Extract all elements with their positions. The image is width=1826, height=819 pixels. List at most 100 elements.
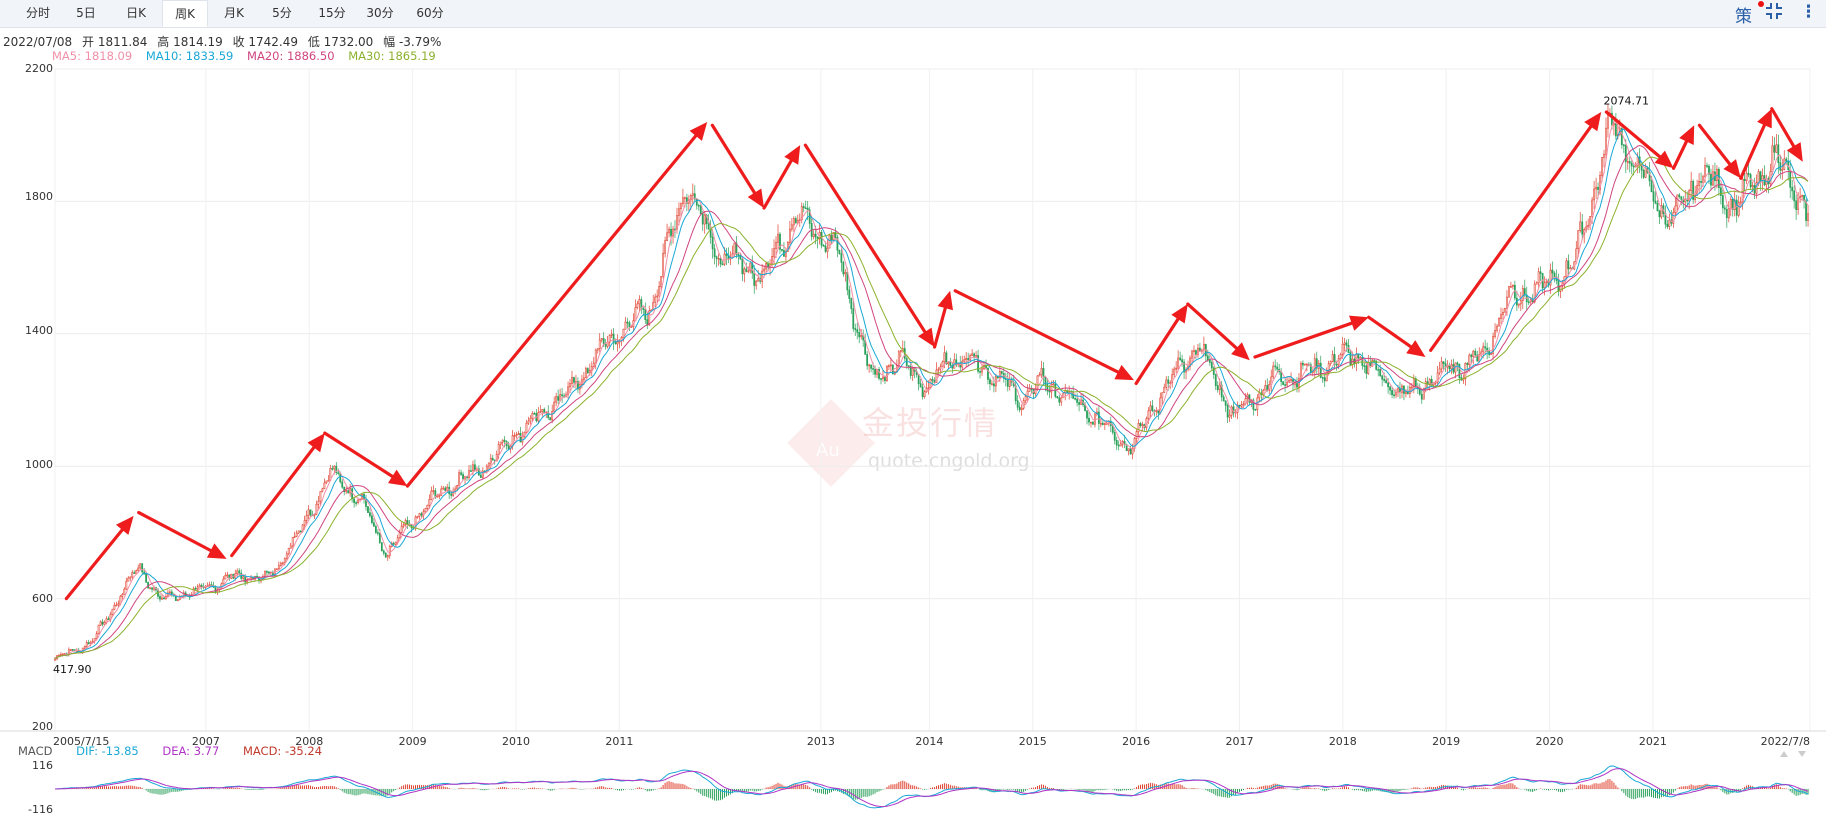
candle-body [963, 359, 966, 362]
candle-body [725, 253, 728, 256]
candle-body [121, 594, 124, 597]
candle-body [1708, 165, 1710, 175]
trend-arrow-head [1349, 315, 1369, 331]
candle-body [1155, 410, 1158, 412]
candle-body [678, 208, 680, 216]
period-toolbar: 分时 5日 日K 周K 月K 5分 15分 30分 60分 策 ⋮ [0, 0, 1826, 28]
tab-monthly-k[interactable]: 月K [224, 6, 244, 20]
candle-body [1302, 362, 1304, 366]
candle-body [822, 244, 825, 247]
trend-arrow [1186, 302, 1239, 350]
tab-intraday[interactable]: 分时 [25, 6, 50, 20]
tab-15min[interactable]: 15分 [318, 6, 346, 20]
fullscreen-icon[interactable] [1765, 2, 1783, 25]
candle-body [125, 580, 128, 590]
tab-5day[interactable]: 5日 [76, 6, 96, 20]
candle-body [400, 525, 403, 533]
candle-body [991, 383, 993, 386]
candle-body [838, 249, 841, 254]
candle-body [561, 394, 563, 397]
candle-body [919, 383, 922, 388]
tab-daily-k[interactable]: 日K [126, 6, 146, 20]
candle-body [1321, 377, 1324, 379]
candle-body [684, 197, 686, 199]
candle-body [1058, 397, 1061, 403]
candle-body [1565, 260, 1568, 278]
candle-body [598, 339, 601, 349]
candle-body [1508, 286, 1510, 298]
x-tick-label: 2021 [1639, 735, 1667, 748]
candle-body [1379, 369, 1382, 377]
candle-body [1139, 423, 1142, 426]
candle-body [747, 270, 750, 273]
x-tick-label: 2015 [1019, 735, 1047, 748]
candle-body [1692, 181, 1695, 200]
candle-body [1510, 286, 1512, 288]
tab-30min[interactable]: 30分 [366, 6, 394, 20]
candle-body [1799, 196, 1802, 199]
candle-body [1630, 162, 1633, 167]
candle-body [1569, 267, 1572, 270]
trend-arrow-head [1406, 340, 1426, 357]
candle-body [693, 193, 696, 200]
candle-body [69, 649, 72, 651]
candle-body [491, 457, 494, 461]
tab-weekly-k[interactable]: 周K [162, 0, 208, 27]
candle-body [846, 271, 849, 291]
candle-body [440, 488, 443, 496]
strategy-icon[interactable]: 策 [1735, 7, 1752, 27]
trend-arrow [762, 159, 793, 210]
candle-body [685, 197, 688, 204]
candle-body [1319, 362, 1322, 378]
candle-body [392, 542, 395, 545]
candle-body [842, 262, 845, 275]
candle-body [1349, 352, 1352, 366]
candle-body [168, 591, 171, 594]
candle-body [872, 368, 874, 370]
candle-body [1242, 403, 1245, 406]
high-price-label: 2074.71 [1604, 94, 1650, 107]
candle-body [1666, 223, 1669, 227]
candle-body [1644, 167, 1647, 178]
candle-body [1232, 406, 1235, 414]
candle-body [107, 618, 110, 621]
candle-body [753, 272, 756, 286]
candle-body [375, 526, 377, 533]
candle-body [1777, 144, 1780, 164]
candle-body [1729, 198, 1732, 209]
trend-arrow [1604, 110, 1662, 159]
candle-body [60, 654, 62, 656]
candle-body [577, 381, 579, 390]
macd-value: MACD: -35.24 [242, 744, 323, 758]
more-icon[interactable]: ⋮ [1800, 2, 1817, 22]
candle-body [1624, 145, 1627, 162]
candle-body [1436, 372, 1439, 383]
candle-body [670, 228, 672, 237]
candle-body [1117, 444, 1120, 447]
candle-body [1739, 201, 1742, 204]
candle-body [474, 464, 476, 471]
candle-body [1807, 213, 1809, 221]
candle-body [268, 571, 270, 574]
candle-body [133, 572, 136, 574]
candle-body [343, 486, 346, 492]
candle-body [830, 234, 833, 241]
candle-body [285, 553, 288, 559]
candle-body [1333, 354, 1336, 365]
candle-body [1721, 195, 1724, 209]
x-tick-label: 2020 [1536, 735, 1564, 748]
ma-legend: MA5: 1818.09 MA10: 1833.59 MA20: 1886.50… [52, 49, 446, 63]
candle-body [1290, 379, 1292, 381]
x-tick-label: 2014 [915, 735, 943, 748]
candle-body [600, 338, 603, 341]
candle-body [1167, 379, 1170, 384]
candle-body [1648, 171, 1651, 182]
candle-body [996, 376, 999, 379]
tab-5min[interactable]: 5分 [272, 6, 292, 20]
candle-body [1161, 392, 1164, 399]
candle-body [141, 563, 144, 573]
tab-60min[interactable]: 60分 [416, 6, 444, 20]
candle-body [1785, 158, 1788, 162]
trend-arrow-head [307, 433, 325, 453]
